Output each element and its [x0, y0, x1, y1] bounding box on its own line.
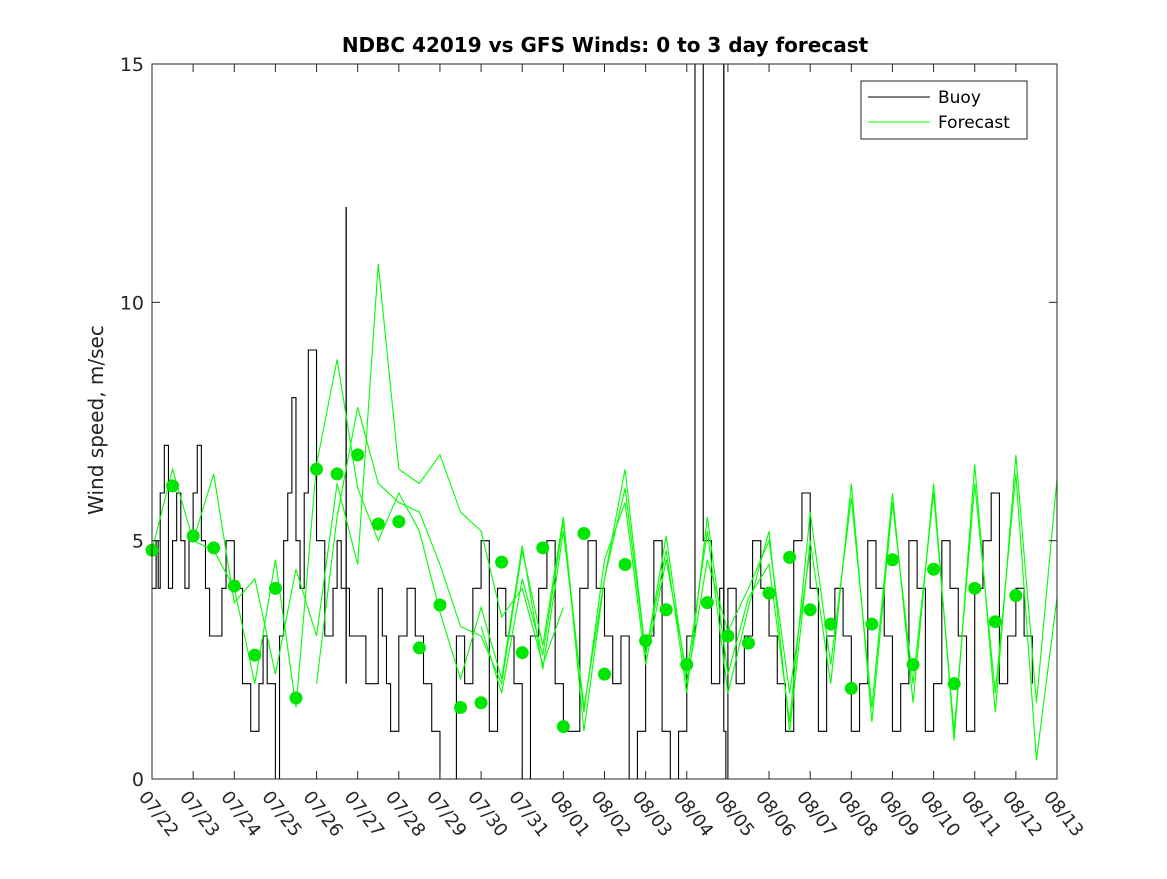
analysis-point-9: [330, 467, 344, 481]
analysis-point-21: [577, 527, 591, 541]
analysis-point-27: [700, 596, 714, 610]
analysis-point-36: [885, 553, 899, 567]
analysis-point-30: [762, 586, 776, 600]
analysis-point-15: [454, 701, 468, 714]
legend-box: [860, 80, 1028, 140]
buoy-series-line: [152, 63, 1033, 780]
analysis-point-17: [495, 555, 509, 569]
analysis-point-12: [392, 515, 406, 529]
legend-forecast-label: Forecast: [938, 113, 1010, 133]
chart-title: NDBC 42019 vs GFS Winds: 0 to 3 day fore…: [342, 33, 869, 57]
y-axis-label: Wind speed, m/sec: [84, 325, 108, 515]
analysis-point-26: [680, 658, 694, 672]
y-tick-label-2: 10: [120, 292, 144, 314]
analysis-point-23: [618, 558, 632, 571]
analysis-point-38: [927, 562, 941, 576]
analysis-point-1: [166, 479, 180, 493]
analysis-point-13: [412, 641, 426, 655]
analysis-point-18: [515, 646, 529, 660]
analysis-point-20: [556, 720, 570, 734]
analysis-point-42: [1009, 588, 1023, 602]
forecast-run-line-3: [480, 473, 1058, 761]
analysis-point-40: [968, 581, 982, 595]
analysis-point-24: [639, 634, 653, 648]
analysis-point-29: [741, 636, 755, 650]
analysis-point-25: [659, 603, 673, 617]
plot-area: [145, 63, 1058, 780]
analysis-point-33: [824, 617, 838, 631]
legend-buoy-label: Buoy: [938, 88, 981, 108]
analysis-point-37: [906, 658, 920, 672]
analysis-point-2: [186, 529, 200, 543]
forecast-run-line-1: [192, 359, 811, 708]
analysis-point-5: [248, 648, 262, 662]
analysis-point-6: [268, 581, 282, 595]
y-tick-label-1: 5: [132, 531, 144, 553]
forecast-run-line-2: [315, 407, 1058, 741]
analysis-point-10: [351, 448, 365, 462]
analysis-point-35: [865, 617, 879, 631]
analysis-point-28: [721, 629, 735, 643]
analysis-point-31: [783, 550, 797, 564]
analysis-point-16: [474, 696, 488, 710]
analysis-point-34: [844, 681, 858, 695]
legend: Buoy Forecast: [860, 80, 1028, 140]
y-tick-label-0: 0: [132, 769, 144, 791]
analysis-point-19: [536, 541, 550, 555]
analysis-point-8: [310, 462, 324, 476]
forecast-run-line-0: [151, 264, 564, 675]
analysis-point-14: [433, 598, 447, 612]
analysis-point-41: [988, 615, 1002, 629]
analysis-point-11: [371, 517, 385, 531]
analysis-point-32: [803, 603, 817, 617]
y-tick-label-3: 15: [120, 54, 144, 76]
analysis-point-39: [947, 677, 961, 691]
analysis-point-3: [207, 541, 221, 555]
analysis-point-4: [227, 579, 241, 593]
analysis-point-7: [289, 691, 303, 705]
analysis-point-22: [598, 667, 611, 681]
